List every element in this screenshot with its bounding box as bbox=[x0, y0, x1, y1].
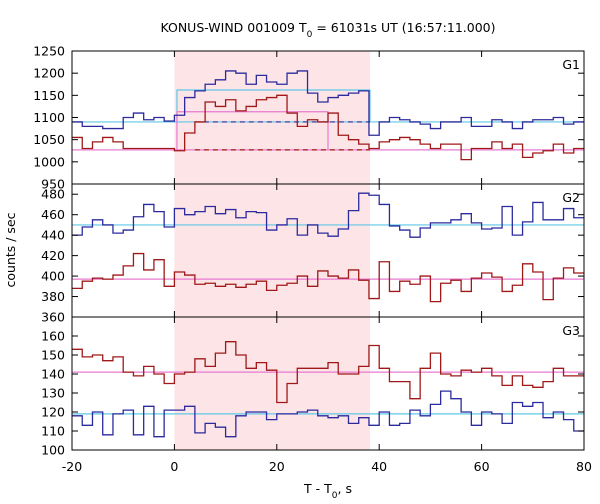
y-tick-label: 380 bbox=[41, 289, 65, 304]
y-tick-label: 130 bbox=[41, 386, 65, 401]
y-tick-label: 1150 bbox=[33, 88, 65, 103]
panel-label: G2 bbox=[562, 190, 580, 205]
series-low-g1 bbox=[72, 94, 584, 161]
y-tick-label: 1250 bbox=[33, 44, 65, 59]
signal-box-low bbox=[176, 111, 329, 150]
x-tick-label: 60 bbox=[474, 459, 490, 474]
y-tick-label: 1100 bbox=[33, 110, 65, 125]
y-tick-label: 420 bbox=[41, 248, 65, 263]
y-tick-label: 950 bbox=[41, 177, 65, 192]
x-tick-label: 80 bbox=[576, 459, 592, 474]
x-tick-label: 20 bbox=[269, 459, 285, 474]
panel-g3: 100 110 120 130 140 150 160 G3 bbox=[41, 316, 585, 458]
panel-g1: 950 1000 1050 1100 1150 1200 1250 G1 bbox=[33, 44, 585, 192]
chart-title: KONUS-WIND 001009 T0 = 61031s UT (16:57:… bbox=[160, 20, 495, 40]
y-tick-label: 160 bbox=[41, 329, 65, 344]
x-axis-label: T - T0, s bbox=[303, 481, 352, 500]
signal-box-high bbox=[176, 89, 371, 122]
y-tick-label: 150 bbox=[41, 348, 65, 363]
x-tick-label: 40 bbox=[371, 459, 387, 474]
panel-label: G1 bbox=[562, 57, 580, 72]
y-tick-label: 460 bbox=[41, 207, 65, 222]
y-axis-label: counts / sec bbox=[3, 212, 18, 287]
x-tick-label: -20 bbox=[62, 459, 82, 474]
series-high-g1 bbox=[72, 70, 584, 136]
series-low-g3 bbox=[72, 341, 584, 404]
panel-frame bbox=[71, 316, 585, 451]
series-low-g2 bbox=[72, 252, 584, 303]
y-tick-label: 120 bbox=[41, 405, 65, 420]
panel-label: G3 bbox=[562, 323, 580, 338]
x-tick-label: 0 bbox=[170, 459, 178, 474]
series-high-g3 bbox=[72, 390, 584, 438]
y-tick-label: 140 bbox=[41, 367, 65, 382]
y-tick-label: 110 bbox=[41, 424, 65, 439]
y-tick-label: 360 bbox=[41, 310, 65, 325]
y-tick-label: 1050 bbox=[33, 132, 65, 147]
highlight-interval bbox=[174, 51, 370, 450]
y-tick-label: 480 bbox=[41, 187, 65, 202]
series-high-g2 bbox=[72, 192, 584, 238]
y-tick-label: 440 bbox=[41, 228, 65, 243]
y-tick-label: 1200 bbox=[33, 66, 65, 81]
y-tick-label: 100 bbox=[41, 443, 65, 458]
y-tick-label: 1000 bbox=[33, 154, 65, 169]
y-tick-label: 400 bbox=[41, 269, 65, 284]
